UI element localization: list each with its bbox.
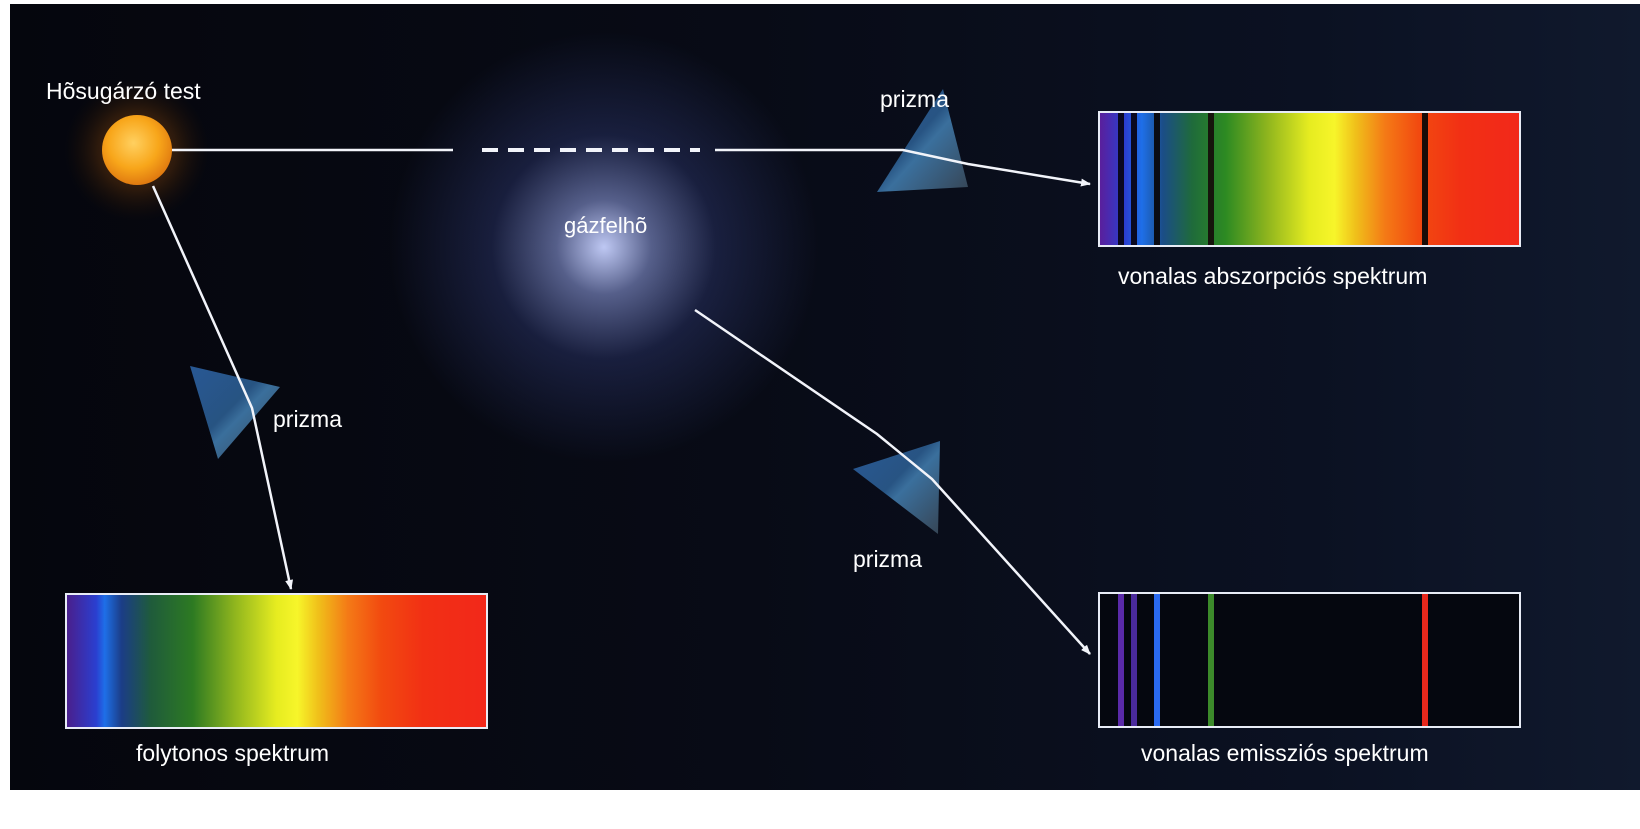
- prism-top-label: prizma: [880, 88, 949, 111]
- emission-line: [1208, 594, 1214, 726]
- gas-cloud-label: gázfelhõ: [564, 215, 647, 237]
- continuous-spectrum-label: folytonos spektrum: [136, 742, 329, 765]
- absorption-line: [1422, 113, 1428, 245]
- emission-spectrum: [1098, 592, 1521, 728]
- continuous-spectrum: [65, 593, 488, 729]
- prism-left-label: prizma: [273, 408, 342, 431]
- prism-bottom-label: prizma: [853, 548, 922, 571]
- absorption-line: [1154, 113, 1160, 245]
- diagram-canvas: Hõsugárzó test gázfelhõ prizma prizma pr…: [10, 4, 1640, 790]
- absorption-spectrum: [1098, 111, 1521, 247]
- heat-body-label: Hõsugárzó test: [46, 80, 201, 103]
- absorption-line: [1131, 113, 1137, 245]
- emission-line: [1118, 594, 1124, 726]
- absorption-line: [1208, 113, 1214, 245]
- emission-line: [1131, 594, 1137, 726]
- absorption-spectrum-label: vonalas abszorpciós spektrum: [1118, 265, 1427, 288]
- emission-spectrum-label: vonalas emissziós spektrum: [1141, 742, 1429, 765]
- emission-line: [1422, 594, 1428, 726]
- prism-bottom-icon: [853, 441, 940, 534]
- emission-line: [1154, 594, 1160, 726]
- absorption-line: [1118, 113, 1124, 245]
- prism-left-icon: [190, 366, 280, 459]
